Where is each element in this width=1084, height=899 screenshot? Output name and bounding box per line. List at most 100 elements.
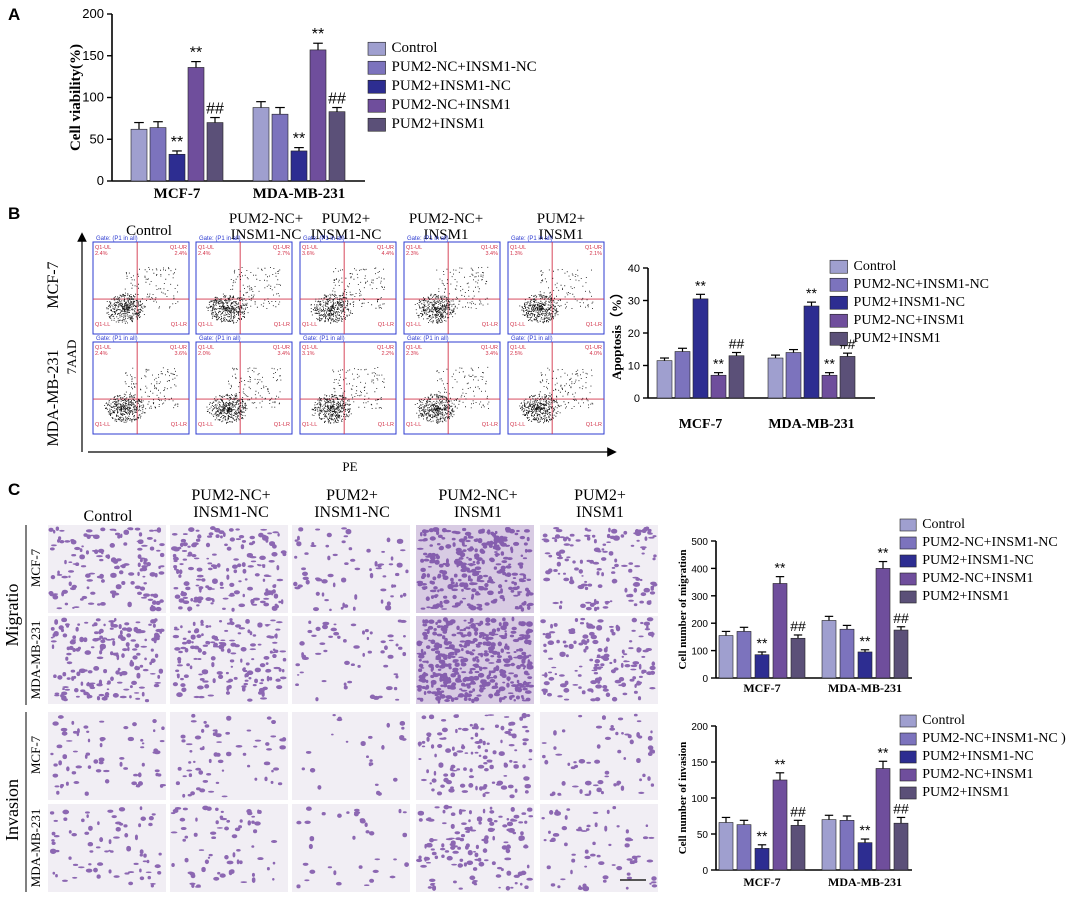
flow-event-dots	[206, 267, 281, 324]
significance-mark: **	[190, 45, 202, 62]
significance-mark: **	[695, 277, 706, 293]
bar	[893, 822, 909, 871]
bar	[309, 49, 327, 182]
quadrant-name: Q1-LR	[378, 422, 394, 428]
condition-header: PUM2-NC+ INSM1-NC	[191, 487, 270, 521]
stained-cells	[175, 713, 287, 798]
quadrant-name: Q1-LL	[302, 422, 317, 428]
micrograph	[170, 804, 288, 892]
stained-cells	[48, 526, 165, 612]
flow-plot-frame	[403, 241, 501, 335]
legend-swatch	[829, 331, 848, 346]
condition-header-line: PUM2-NC+	[191, 487, 270, 504]
chart-apoptosis: 010203040Apoptosis（%）****##MCF-7****##MD…	[609, 263, 875, 432]
stained-cells	[416, 616, 534, 704]
micro-row-label-mig-mcf7: MCF-7	[28, 548, 43, 587]
flow-event-dots	[519, 269, 594, 324]
quadrant-name: Q1-UR	[585, 245, 602, 251]
bar	[754, 848, 770, 871]
assay-label-migration: Migratio	[2, 584, 22, 647]
quadrant-name: Q1-UL	[198, 245, 214, 251]
flow-plot-frame	[507, 241, 605, 335]
bar	[718, 822, 734, 871]
bar	[206, 122, 224, 182]
significance-mark: **	[824, 356, 835, 372]
flow-plot-frame	[403, 341, 501, 435]
bar	[875, 568, 891, 679]
bar	[839, 820, 855, 871]
condition-header: PUM2-NC+ INSM1	[409, 211, 483, 243]
stained-cells	[416, 527, 534, 612]
quadrant-name: Q1-LL	[198, 422, 213, 428]
significance-mark: **	[806, 285, 817, 301]
quadrant-name: Q1-UR	[377, 245, 394, 251]
legend-swatch	[367, 41, 386, 56]
category-label: MCF-7	[743, 681, 780, 695]
quadrant-value: 4.0%	[589, 351, 602, 357]
micrograph-background	[48, 804, 166, 892]
y-tick-label: 0	[702, 866, 708, 877]
y-tick-label: 50	[697, 830, 709, 841]
condition-header: PUM2+ INSM1-NC	[311, 211, 382, 243]
bar	[149, 127, 167, 182]
flow-plot: Gate: (P1 in all) Q1-UL Q1-UR 2.3% 3.4% Q1-LL…	[403, 336, 501, 435]
micrograph-background	[540, 712, 658, 800]
bar	[821, 819, 837, 871]
legend-swatch	[367, 117, 386, 132]
quadrant-name: Q1-LL	[406, 322, 421, 328]
bar	[790, 825, 806, 871]
legend-label: PUM2-NC+INSM1-NC	[922, 535, 1057, 550]
bar	[857, 651, 873, 679]
quadrant-name: Q1-UL	[510, 245, 526, 251]
quadrant-name: Q1-UR	[273, 245, 290, 251]
micrograph	[48, 712, 166, 800]
legend-label: PUM2+INSM1	[392, 116, 485, 132]
quadrant-name: Q1-LL	[198, 322, 213, 328]
condition-header-line: INSM1-NC	[193, 504, 269, 521]
flow-event-dots	[519, 367, 594, 424]
micrograph-background	[292, 616, 410, 704]
legend-swatch	[899, 572, 917, 586]
condition-header-line: INSM1	[454, 504, 502, 521]
flow-plot: Gate: (P1 in all) Q1-UL Q1-UR 2.3% 3.4% Q1-LL…	[403, 236, 501, 335]
quadrant-name: Q1-UL	[302, 345, 318, 351]
assay-label-invasion: Invasion	[2, 779, 22, 841]
flow-gate-label: Gate: (P1 in all)	[511, 236, 553, 242]
flow-plot: Gate: (P1 in all) Q1-UL Q1-UR 2.5% 4.0% Q1-LL…	[507, 336, 605, 435]
y-tick-label: 100	[691, 647, 708, 658]
significance-mark: ##	[790, 618, 806, 634]
legend-swatch	[829, 313, 848, 328]
quadrant-name: Q1-LR	[482, 422, 498, 428]
quadrant-name: Q1-LR	[171, 422, 187, 428]
quadrant-name: Q1-LR	[378, 322, 394, 328]
legend-label: PUM2+INSM1-NC	[922, 553, 1033, 568]
micrograph	[416, 616, 534, 704]
bar	[839, 628, 855, 679]
legend-label: Control	[922, 713, 965, 728]
legend-swatch	[829, 259, 848, 274]
legend-label: Control	[922, 517, 965, 532]
flow-gate-label: Gate: (P1 in all)	[199, 236, 241, 242]
quadrant-value: 2.4%	[95, 351, 108, 357]
y-axis-label: Apoptosis（%）	[609, 286, 624, 380]
quadrant-name: Q1-LR	[482, 322, 498, 328]
stained-cells	[171, 526, 287, 612]
micrograph-background	[540, 804, 658, 892]
flow-x-axis-label: PE	[342, 459, 357, 474]
flow-plot: Gate: (P1 in all) Q1-UL Q1-UR 2.0% 3.4% Q1-LL…	[195, 336, 293, 435]
y-tick-label: 200	[82, 6, 104, 21]
flow-plot-frame	[92, 241, 190, 335]
y-tick-label: 400	[691, 564, 708, 575]
legend-label: PUM2-NC+INSM1	[922, 571, 1033, 586]
condition-header: Control	[126, 223, 172, 239]
quadrant-name: Q1-LL	[95, 322, 110, 328]
flow-plot: Gate: (P1 in all) Q1-UL Q1-UR 2.4% 3.6% Q1-LL…	[92, 336, 190, 435]
stained-cells	[541, 526, 658, 612]
flow-plot: Gate: (P1 in all)Q1-UL Q1-UR2.4% 2.4%Q1-LL…	[92, 236, 190, 335]
condition-header: Control	[84, 508, 133, 525]
bar	[803, 305, 820, 399]
significance-mark: ##	[893, 800, 909, 816]
